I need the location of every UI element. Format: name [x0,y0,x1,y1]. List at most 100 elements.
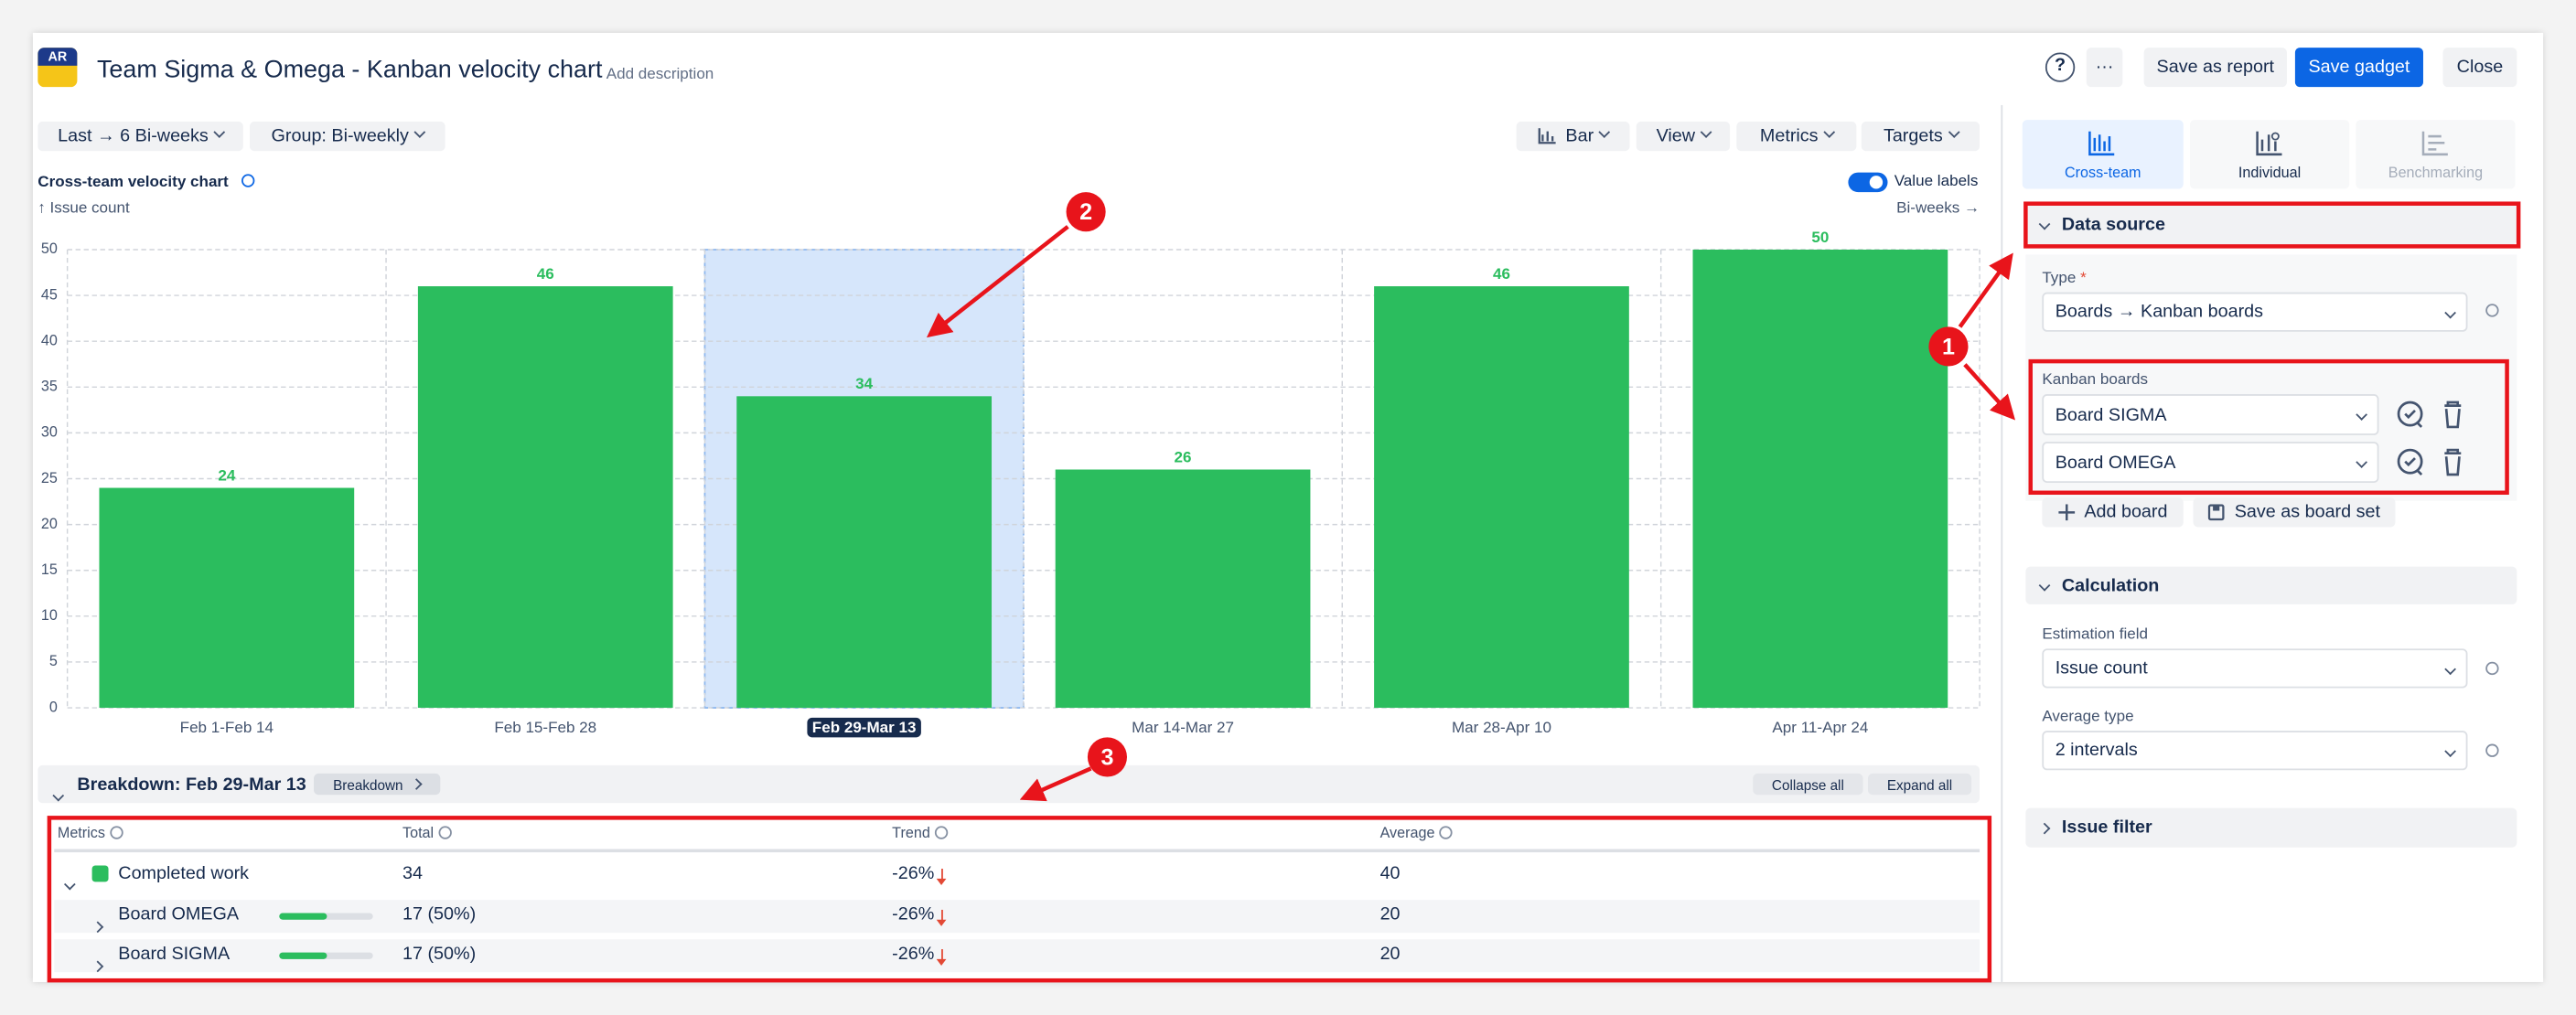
x-tick-label: Feb 1-Feb 14 [180,719,274,736]
decoration [2208,504,2225,521]
breakdown-button[interactable]: Breakdown [314,773,441,796]
metrics-text: Metrics [1760,126,1833,146]
group-dropdown[interactable]: Group: Bi-weekly [249,121,445,152]
board-select[interactable]: Board OMEGA [2042,442,2379,484]
decoration [2444,744,2456,757]
more-button[interactable]: ··· [2086,48,2123,88]
row-trend: -26% [892,864,945,885]
help-button[interactable]: ? [2045,52,2076,82]
y-tick-label: 0 [49,699,58,715]
column-header: Total [402,825,452,841]
bar [99,487,355,709]
row-label: Board OMEGA [118,904,240,925]
decoration [2057,504,2075,521]
row-chevron[interactable] [91,910,104,939]
button-text: Add board [2084,502,2168,523]
decoration [2444,305,2456,318]
x-tick-label: Apr 11-Apr 24 [1772,719,1868,736]
y-tick-label: 15 [41,561,58,578]
type-select[interactable]: Boards → Kanban boards [2042,292,2468,332]
save-gadget-text: Save gadget [2308,57,2410,78]
y-axis-label: ↑ Issue count [38,199,130,217]
tab-active[interactable]: Cross-team [2022,120,2184,189]
x-tick-label: Mar 28-Apr 10 [1452,719,1551,736]
row-total: 17 (50%) [402,904,477,925]
trend-text: -26% [892,944,935,965]
page-title: Team Sigma & Omega - Kanban velocity cha… [96,56,603,84]
board-icons[interactable] [2394,398,2476,483]
column-header: Metrics [58,825,123,841]
value-labels-text: Value labels [1894,172,1979,191]
info-icon[interactable] [2485,304,2499,317]
save-gadget-button[interactable]: Save gadget [2294,48,2423,88]
y-tick-label: 35 [41,379,58,395]
tab[interactable]: Individual [2189,120,2350,189]
average-select[interactable]: 2 intervals [2042,731,2468,771]
decoration [1439,826,1454,839]
decoration [52,789,65,802]
row-trend: -26% [892,904,945,926]
row-chevron[interactable] [91,949,104,978]
decoration [279,952,327,959]
save-report-text: Save as report [2156,57,2275,78]
decoration [2421,131,2448,156]
decoration [2397,401,2462,476]
row-chevron[interactable] [63,867,76,896]
share-bar [279,913,373,920]
collapse-all-text: Collapse all [1771,775,1844,793]
chart-type-dropdown[interactable]: Bar [1516,121,1630,152]
decoration [2444,401,2462,429]
info-icon[interactable] [2485,743,2499,757]
field-label: Average type [2042,708,2134,726]
y-tick-label: 25 [41,470,58,486]
add-description[interactable]: Add description [606,65,714,84]
close-button[interactable]: Close [2442,48,2517,88]
trend-text: -26% [892,904,935,925]
decoration [411,778,424,790]
targets-dropdown[interactable]: Targets [1861,121,1980,152]
collapse-all-button[interactable]: Collapse all [1753,773,1863,796]
value-label: 26 [1175,448,1192,465]
select-text: Board OMEGA [2055,452,2176,473]
panel-divider [2001,104,2003,982]
bar [1374,286,1629,709]
y-tick-label: 50 [41,240,58,257]
decoration [2444,448,2462,476]
board-select[interactable]: Board SIGMA [2042,394,2379,435]
value-label: 46 [537,265,554,283]
period-dropdown[interactable]: Last → 6 Bi-weeks [38,121,243,152]
add-board-button[interactable]: Add board [2042,497,2184,528]
view-dropdown[interactable]: View [1636,121,1731,152]
decoration [937,868,945,885]
section-header[interactable]: Data source [2025,203,2517,245]
decoration [937,909,945,926]
chart-title: Cross-team velocity chart [38,173,229,190]
field-label: Type * [2042,270,2086,288]
decoration [1538,128,1556,144]
select-text: 2 intervals [2055,740,2138,761]
metrics-dropdown[interactable]: Metrics [1736,121,1857,152]
column-text: Average [1379,824,1435,841]
section-header[interactable]: Issue filter [2025,807,2517,848]
save-report-button[interactable]: Save as report [2143,48,2287,88]
breakdown-chevron[interactable] [52,778,65,807]
decoration [91,960,104,973]
select-text: Issue count [2055,658,2148,678]
logo: AR [38,48,78,88]
row-label: Completed work [118,863,250,884]
title-info-icon[interactable] [242,174,255,187]
save-board-set-button[interactable]: Save as board set [2193,497,2396,528]
info-icon[interactable] [2485,661,2499,676]
expand-all-button[interactable]: Expand all [1867,773,1972,796]
row-trend: -26% [892,944,945,966]
header-rule [54,849,1980,853]
value-labels-toggle[interactable] [1848,172,1888,193]
estimation-select[interactable]: Issue count [2042,648,2468,689]
tab-label: Individual [2238,164,2302,181]
close-text: Close [2456,57,2504,78]
section-header[interactable]: Calculation [2025,566,2517,604]
decoration [2270,132,2280,141]
row-average: 20 [1379,904,1401,925]
